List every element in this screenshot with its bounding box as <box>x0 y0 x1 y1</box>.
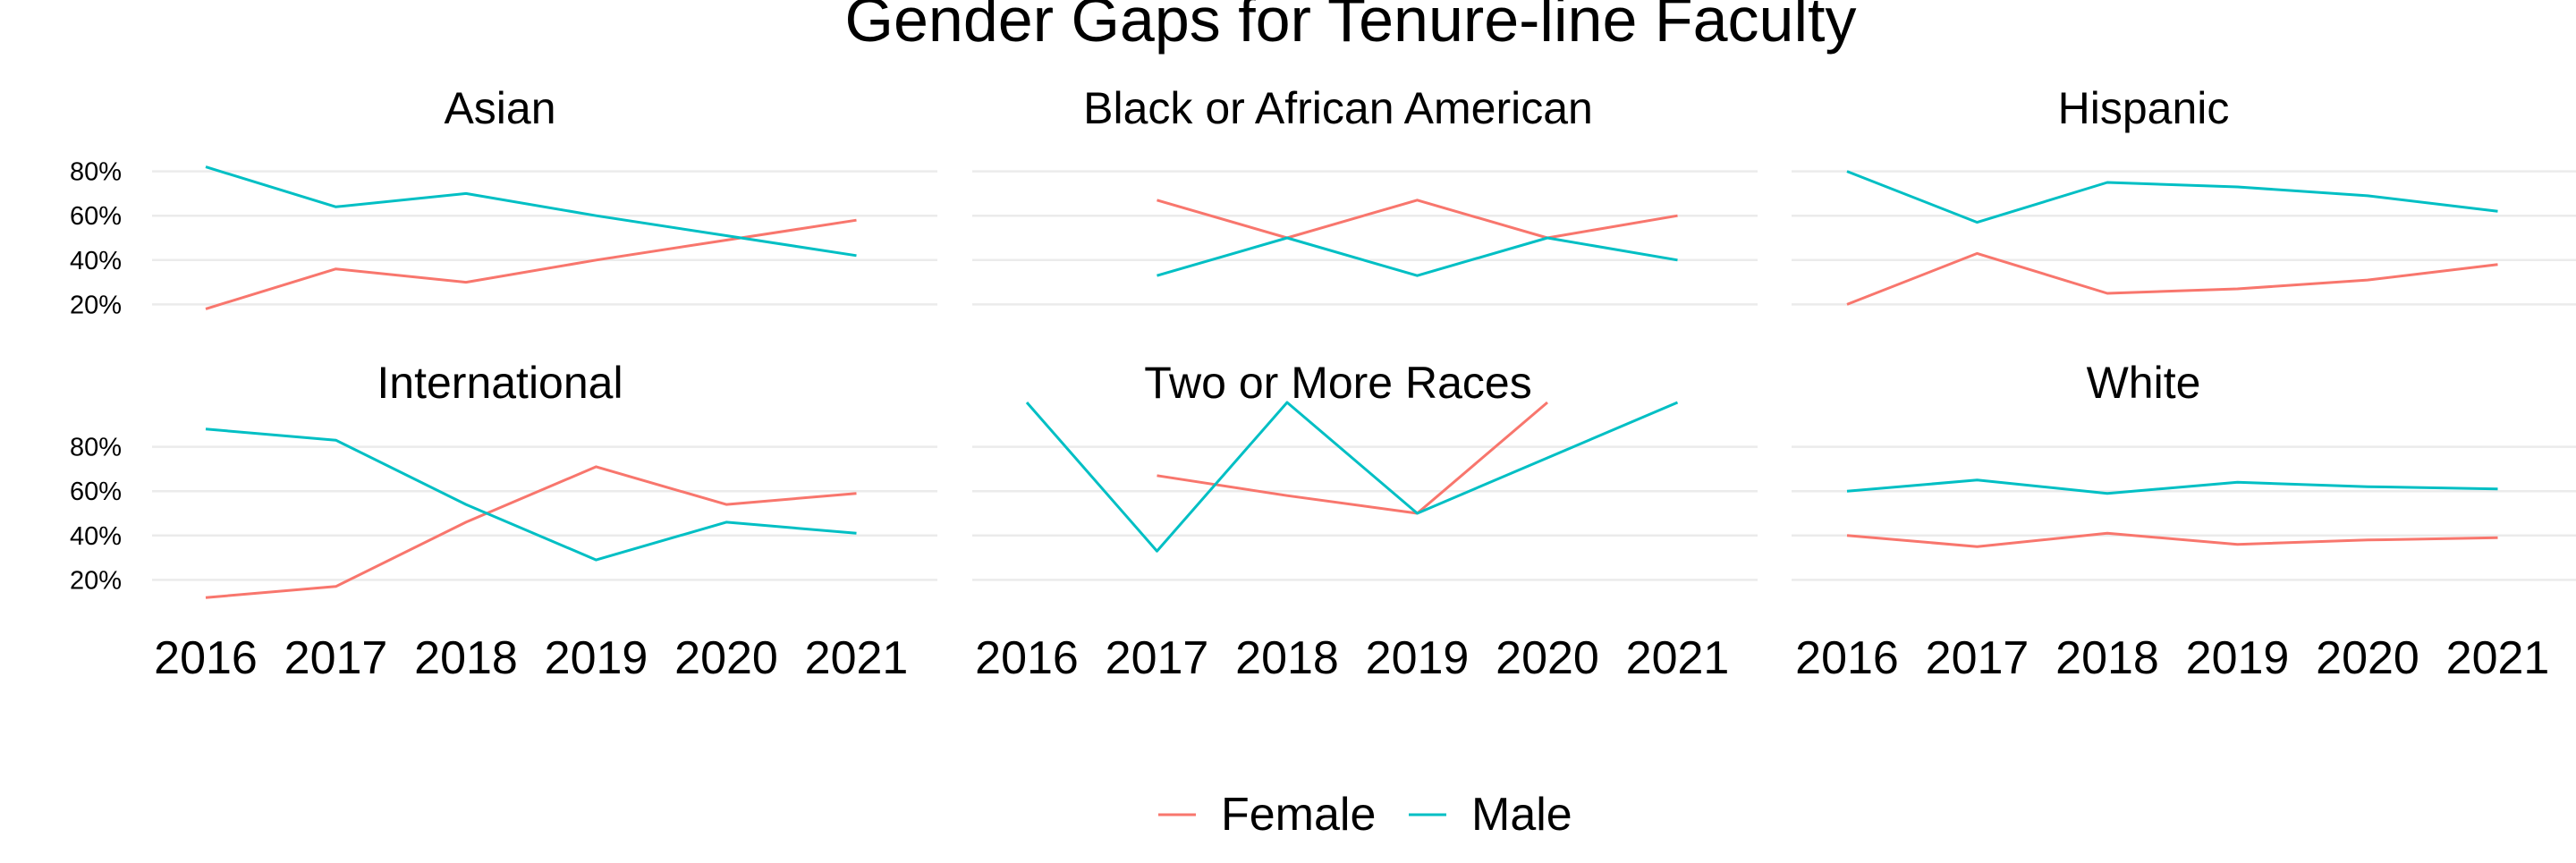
facet-panel-international: International 20% 40% 60% 80% 2016 2017 2018 201… <box>70 358 937 684</box>
series-line-male <box>1846 170 2498 224</box>
x-tick-label: 2020 <box>2316 632 2419 684</box>
series-line-male <box>205 427 857 562</box>
y-tick-label: 80% <box>70 434 122 462</box>
x-tick-label: 2018 <box>2055 632 2159 684</box>
series-line-female <box>205 465 857 599</box>
y-tick-label: 80% <box>70 158 122 187</box>
y-tick-label: 40% <box>70 247 122 275</box>
y-tick-label: 20% <box>70 566 122 595</box>
series-line-male <box>1025 401 1679 553</box>
legend-label: Female <box>1221 789 1376 841</box>
y-tick-label: 20% <box>70 291 122 319</box>
x-tick-label: 2018 <box>1235 632 1339 684</box>
panel-title: Asian <box>444 83 555 133</box>
legend-label: Male <box>1471 789 1572 841</box>
series-line-female <box>1157 199 1678 240</box>
x-tick-label: 2021 <box>805 632 909 684</box>
x-tick-label: 2016 <box>975 632 1079 684</box>
panel-title: Hispanic <box>2058 83 2230 133</box>
x-tick-label: 2020 <box>674 632 778 684</box>
legend-item-female: Female <box>1158 789 1376 841</box>
x-tick-label: 2019 <box>1366 632 1470 684</box>
x-tick-label: 2017 <box>1926 632 2029 684</box>
y-tick-label: 60% <box>70 478 122 506</box>
series-line-male <box>1157 236 1678 277</box>
facet-panel-white: White 2016 2017 2018 2019 2020 2021 <box>1792 358 2576 684</box>
legend-item-male: Male <box>1409 789 1572 841</box>
x-tick-label: 2020 <box>1496 632 1599 684</box>
x-tick-label: 2021 <box>2446 632 2550 684</box>
chart-title: Gender Gaps for Tenure-line Faculty <box>845 0 1857 55</box>
panel-title: Two or More Races <box>1144 358 1531 408</box>
x-tick-label: 2019 <box>545 632 648 684</box>
chart-legend: Female Male <box>1158 789 1572 841</box>
series-line-female <box>1846 251 2498 306</box>
y-tick-label: 40% <box>70 522 122 551</box>
x-tick-label: 2017 <box>284 632 388 684</box>
y-tick-label: 60% <box>70 202 122 231</box>
series-line-female <box>205 218 857 310</box>
x-tick-label: 2019 <box>2186 632 2290 684</box>
facet-panel-two-or-more-races: Two or More Races 2016 2017 2018 2019 2020 202… <box>972 358 1758 684</box>
x-tick-label: 2021 <box>1626 632 1730 684</box>
series-line-female <box>1846 531 2498 548</box>
facet-panel-hispanic: Hispanic <box>1792 83 2576 306</box>
facet-panels: Asian 20% 40% 60% 80% Black or African Americ… <box>70 83 2576 684</box>
facet-panel-asian: Asian 20% 40% 60% 80% <box>70 83 937 319</box>
panel-title: International <box>377 358 623 408</box>
panel-title: Black or African American <box>1083 83 1593 133</box>
facet-panel-black-or-african-american: Black or African American <box>972 83 1758 306</box>
x-tick-label: 2016 <box>154 632 258 684</box>
x-tick-label: 2018 <box>414 632 518 684</box>
x-tick-label: 2016 <box>1795 632 1899 684</box>
series-line-male <box>205 165 857 258</box>
series-line-female <box>1157 401 1548 515</box>
panel-title: White <box>2087 358 2201 408</box>
series-line-male <box>1846 478 2498 495</box>
x-tick-label: 2017 <box>1106 632 1209 684</box>
